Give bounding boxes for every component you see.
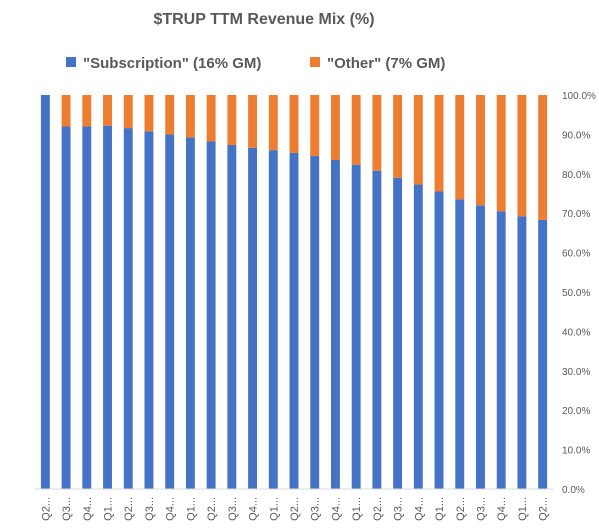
bar-other-15 [351, 95, 361, 165]
legend-swatch-other [310, 57, 320, 67]
legend-swatch-subscription [66, 57, 76, 67]
bar-subscription-21 [476, 205, 485, 489]
bar-other-9 [227, 95, 237, 146]
x-tick-label: Q1... [268, 497, 280, 521]
chart-title: $TRUP TTM Revenue Mix (%) [153, 11, 374, 28]
x-tick-label: Q2... [455, 497, 467, 521]
bar-other-13 [310, 95, 320, 157]
y-tick-label: 50.0% [562, 288, 590, 299]
y-tick-label: 70.0% [562, 209, 590, 220]
bar-other-4 [123, 95, 133, 129]
bar-subscription-20 [455, 199, 465, 489]
bar-subscription-1 [61, 126, 71, 490]
bar-other-16 [372, 95, 382, 171]
bar-subscription-23 [517, 216, 527, 489]
x-tick-label: Q4... [165, 497, 177, 521]
x-tick-label: Q4... [413, 497, 425, 521]
bar-other-6 [165, 95, 175, 135]
x-tick-label: Q1... [351, 497, 363, 521]
x-tick-label: Q4... [248, 497, 260, 521]
bar-other-21 [476, 95, 485, 206]
bar-other-11 [268, 95, 278, 151]
bar-subscription-24 [538, 219, 548, 489]
legend: "Subscription" (16% GM) "Other" (7% GM) [66, 55, 445, 72]
y-tick-label: 30.0% [562, 367, 590, 378]
bar-subscription-14 [330, 160, 340, 489]
bar-subscription-9 [227, 145, 237, 490]
bar-subscription-7 [185, 137, 195, 490]
x-tick-label: Q2... [206, 497, 218, 521]
y-tick-label: 100.0% [562, 91, 596, 102]
bar-other-10 [248, 95, 258, 148]
x-tick-label: Q2... [40, 497, 52, 521]
x-tick-label: Q4... [330, 497, 342, 521]
bar-subscription-19 [434, 191, 444, 489]
x-tick-label: Q1... [103, 497, 115, 521]
bar-subscription-11 [268, 150, 278, 489]
x-tick-label: Q3... [227, 497, 239, 521]
bar-other-23 [517, 95, 527, 217]
bar-other-3 [103, 95, 112, 126]
x-tick-label: Q3... [475, 497, 487, 521]
y-tick-label: 80.0% [562, 170, 590, 181]
y-tick-label: 40.0% [562, 327, 590, 338]
bar-subscription-5 [144, 131, 154, 489]
bar-subscription-15 [351, 164, 361, 490]
bar-subscription-3 [103, 125, 112, 489]
bar-subscription-13 [310, 156, 320, 489]
bar-subscription-0 [40, 95, 50, 489]
y-tick-label: 90.0% [562, 130, 590, 141]
bar-subscription-12 [289, 152, 299, 490]
y-tick-label: 60.0% [562, 249, 590, 260]
legend-label-subscription: "Subscription" (16% GM) [83, 55, 261, 72]
bar-subscription-17 [393, 177, 403, 490]
bar-other-8 [206, 95, 216, 142]
y-tick-label: 20.0% [562, 406, 590, 417]
bar-other-5 [144, 95, 154, 132]
bar-subscription-6 [165, 134, 175, 489]
x-tick-label: Q4... [82, 497, 94, 521]
x-tick-label: Q3... [310, 497, 322, 521]
bar-other-20 [455, 95, 465, 200]
bar-other-17 [393, 95, 403, 178]
y-tick-label: 0.0% [562, 485, 585, 496]
x-axis: Q2... Q3... Q4... Q1... Q2... Q3... Q4... Q1...… [35, 488, 553, 521]
bar-other-2 [82, 95, 92, 127]
bar-other-1 [61, 95, 71, 127]
bar-subscription-2 [82, 126, 92, 490]
x-tick-label: Q3... [144, 497, 156, 521]
bar-other-22 [496, 95, 506, 212]
x-tick-label: Q2... [289, 497, 301, 521]
bar-subscription-16 [372, 170, 382, 489]
x-tick-label: Q4... [496, 497, 508, 521]
bar-subscription-18 [413, 184, 423, 489]
x-tick-label: Q3... [61, 497, 73, 521]
bar-other-19 [434, 95, 444, 192]
bar-subscription-8 [206, 141, 216, 490]
plot-area [40, 95, 548, 490]
legend-label-other: "Other" (7% GM) [327, 55, 445, 72]
y-tick-label: 10.0% [562, 446, 590, 457]
bar-subscription-4 [123, 128, 133, 489]
x-tick-label: Q1... [434, 497, 446, 521]
x-tick-label: Q3... [393, 497, 405, 521]
x-tick-label: Q2... [538, 497, 550, 521]
bar-other-14 [330, 95, 340, 161]
bar-other-12 [289, 95, 299, 153]
bar-subscription-22 [496, 211, 506, 490]
y-axis: 0.0% 10.0% 20.0% 30.0% 40.0% 50.0% 60.0% 70.0% 8… [562, 91, 596, 496]
bar-other-24 [538, 95, 548, 220]
x-tick-label: Q2... [123, 497, 135, 521]
bar-other-7 [185, 95, 195, 138]
bar-other-18 [413, 95, 423, 185]
x-tick-label: Q2... [372, 497, 384, 521]
x-tick-label: Q1... [185, 497, 197, 521]
x-tick-label: Q1... [517, 497, 529, 521]
bar-subscription-10 [248, 147, 258, 490]
